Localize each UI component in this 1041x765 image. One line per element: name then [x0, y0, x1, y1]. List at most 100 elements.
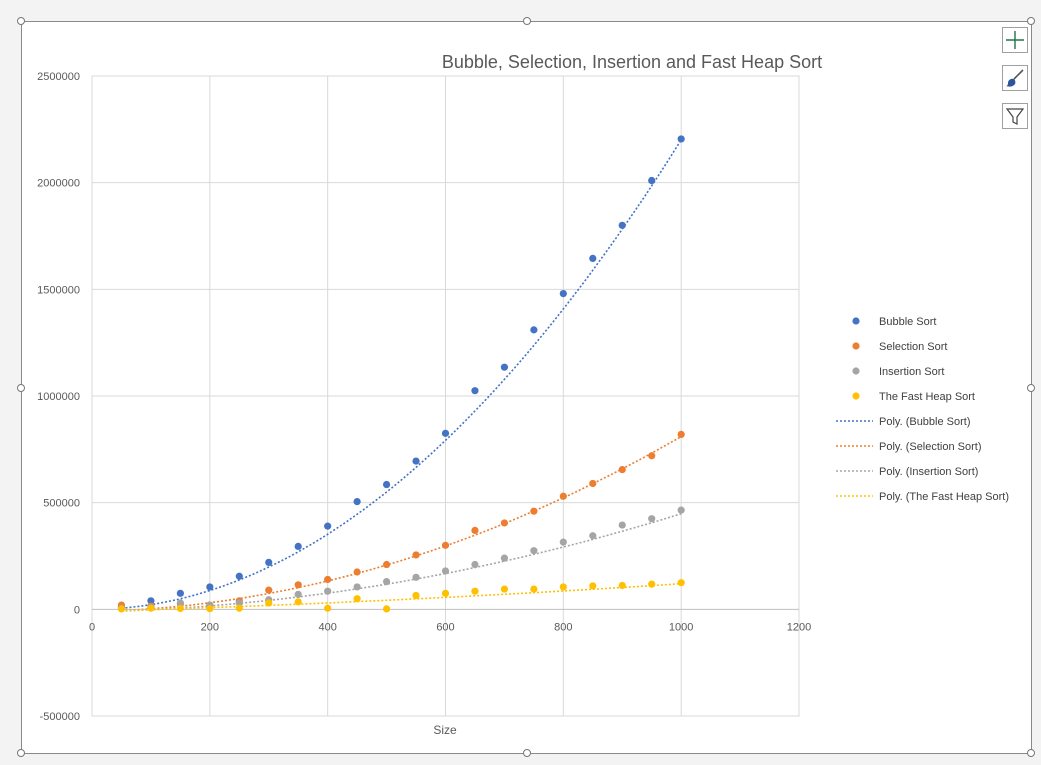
data-point-series-4[interactable] — [441, 589, 450, 597]
data-point-series-3[interactable] — [382, 578, 391, 586]
data-point-series-4[interactable] — [147, 604, 155, 612]
data-point-series-4[interactable] — [235, 604, 243, 612]
data-point-series-3[interactable] — [235, 599, 243, 607]
chart-title[interactable]: Bubble, Selection, Insertion and Fast He… — [442, 52, 822, 72]
data-point-series-1[interactable] — [206, 583, 214, 591]
data-point-series-1[interactable] — [500, 363, 509, 371]
data-point-series-1[interactable] — [412, 457, 420, 465]
legend-entry[interactable]: Insertion Sort — [879, 366, 944, 378]
data-point-series-3[interactable] — [353, 583, 361, 591]
data-point-series-4[interactable] — [677, 579, 685, 587]
data-point-series-1[interactable] — [294, 542, 302, 551]
legend[interactable]: Bubble Sort Selection Sort Insertion Sort T… — [836, 316, 1009, 503]
data-point-series-2[interactable] — [324, 575, 332, 584]
trendline-4[interactable] — [121, 582, 682, 612]
resize-handle-top[interactable] — [523, 17, 531, 25]
data-point-series-3[interactable] — [294, 590, 302, 599]
data-point-series-1[interactable] — [441, 429, 450, 437]
data-point-series-2[interactable] — [441, 541, 450, 549]
data-point-series-4[interactable] — [324, 604, 332, 612]
data-point-series-4[interactable] — [265, 599, 273, 607]
data-point-series-4[interactable] — [618, 581, 626, 590]
data-point-series-3[interactable] — [530, 547, 538, 555]
data-point-series-3[interactable] — [559, 538, 567, 546]
trendline-3[interactable] — [121, 513, 682, 612]
data-point-series-2[interactable] — [530, 507, 538, 515]
data-point-series-4[interactable] — [589, 582, 597, 590]
trendline-2[interactable] — [121, 435, 682, 612]
data-point-series-1[interactable] — [324, 522, 332, 530]
trendline-1[interactable] — [121, 139, 682, 609]
data-point-series-2[interactable] — [412, 551, 420, 559]
data-point-series-1[interactable] — [147, 597, 155, 605]
x-axis-title[interactable]: Size — [433, 723, 457, 737]
data-point-series-4[interactable] — [648, 580, 656, 588]
data-point-series-1[interactable] — [559, 290, 567, 298]
y-tick-label: 2000000 — [37, 178, 80, 190]
data-point-series-4[interactable] — [206, 605, 214, 613]
chart-area[interactable]: -500000 0 500000 1000000 1500000 2000000 25000… — [17, 17, 1035, 757]
legend-entry[interactable]: Poly. (Insertion Sort) — [879, 466, 978, 478]
chart-styles-button[interactable] — [1002, 65, 1028, 91]
data-point-series-3[interactable] — [677, 506, 685, 514]
data-point-series-3[interactable] — [441, 567, 450, 575]
data-point-series-3[interactable] — [648, 515, 656, 523]
data-point-series-1[interactable] — [235, 572, 243, 580]
data-point-series-3[interactable] — [589, 532, 597, 540]
data-point-series-3[interactable] — [412, 573, 420, 581]
data-point-series-1[interactable] — [353, 498, 361, 506]
data-point-series-2[interactable] — [471, 526, 479, 534]
data-point-series-1[interactable] — [176, 589, 184, 597]
data-point-series-3[interactable] — [618, 521, 626, 529]
data-point-series-2[interactable] — [382, 560, 391, 569]
data-point-series-3[interactable] — [176, 599, 184, 607]
y-tick-label: 1000000 — [37, 391, 80, 403]
resize-handle-bottom[interactable] — [523, 749, 531, 757]
data-point-series-4[interactable] — [530, 585, 538, 593]
data-point-series-4[interactable] — [559, 583, 567, 591]
resize-handle-bottom-right[interactable] — [1027, 749, 1035, 757]
data-point-series-2[interactable] — [500, 519, 509, 527]
legend-entry[interactable]: Bubble Sort — [879, 316, 936, 328]
resize-handle-left[interactable] — [17, 384, 25, 392]
legend-entry[interactable]: Selection Sort — [879, 341, 947, 353]
data-point-series-1[interactable] — [677, 135, 685, 143]
legend-entry[interactable]: The Fast Heap Sort — [879, 391, 975, 403]
data-point-series-2[interactable] — [265, 586, 273, 594]
resize-handle-bottom-left[interactable] — [17, 749, 25, 757]
data-point-series-2[interactable] — [618, 466, 626, 474]
data-point-series-4[interactable] — [294, 598, 302, 606]
data-point-series-2[interactable] — [677, 430, 685, 438]
x-axis-ticks: 0 200 400 600 800 1000 1200 — [89, 621, 811, 633]
data-point-series-3[interactable] — [471, 560, 479, 569]
data-point-series-1[interactable] — [648, 176, 656, 185]
data-point-series-1[interactable] — [618, 221, 626, 229]
data-point-series-1[interactable] — [530, 326, 538, 334]
data-point-series-4[interactable] — [471, 587, 479, 595]
data-point-series-4[interactable] — [500, 585, 509, 593]
chart-filters-button[interactable] — [1002, 103, 1028, 129]
data-point-series-4[interactable] — [117, 605, 126, 613]
data-point-series-3[interactable] — [500, 554, 509, 562]
data-point-series-2[interactable] — [559, 492, 567, 500]
data-point-series-1[interactable] — [382, 480, 391, 489]
data-point-series-4[interactable] — [412, 591, 420, 600]
data-point-series-2[interactable] — [353, 568, 361, 576]
data-point-series-4[interactable] — [176, 604, 184, 613]
legend-entry[interactable]: Poly. (Bubble Sort) — [879, 416, 971, 428]
data-point-series-1[interactable] — [265, 558, 273, 567]
legend-entry[interactable]: Poly. (Selection Sort) — [879, 441, 982, 453]
resize-handle-right[interactable] — [1027, 384, 1035, 392]
data-point-series-1[interactable] — [589, 254, 597, 262]
data-point-series-1[interactable] — [471, 387, 479, 395]
data-point-series-2[interactable] — [589, 479, 597, 488]
data-point-series-4[interactable] — [382, 605, 391, 613]
legend-entry[interactable]: Poly. (The Fast Heap Sort) — [879, 491, 1009, 503]
data-point-series-2[interactable] — [294, 581, 302, 589]
resize-handle-top-left[interactable] — [17, 17, 25, 25]
chart-elements-button[interactable] — [1002, 27, 1028, 53]
data-point-series-3[interactable] — [324, 587, 332, 595]
data-point-series-4[interactable] — [353, 595, 361, 603]
resize-handle-top-right[interactable] — [1027, 17, 1035, 25]
data-point-series-2[interactable] — [648, 452, 656, 460]
